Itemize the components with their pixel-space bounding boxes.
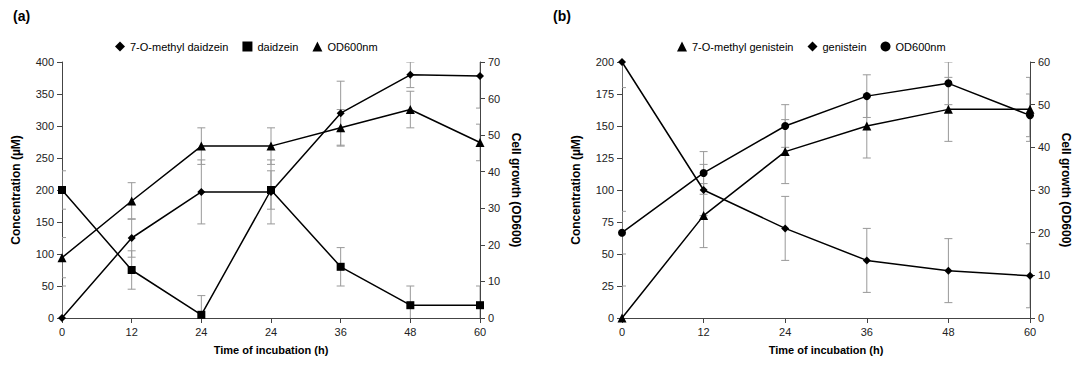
svg-text:30: 30 xyxy=(488,202,500,214)
svg-text:12: 12 xyxy=(697,326,709,338)
svg-text:300: 300 xyxy=(36,120,54,132)
svg-text:40: 40 xyxy=(488,166,500,178)
svg-text:150: 150 xyxy=(596,120,614,132)
svg-text:175: 175 xyxy=(596,88,614,100)
svg-text:60: 60 xyxy=(1038,56,1050,68)
svg-text:75: 75 xyxy=(602,216,614,228)
svg-text:24: 24 xyxy=(779,326,791,338)
svg-text:48: 48 xyxy=(942,326,954,338)
svg-text:50: 50 xyxy=(1038,99,1050,111)
svg-text:200: 200 xyxy=(596,56,614,68)
svg-text:7-O-methyl daidzein: 7-O-methyl daidzein xyxy=(130,41,228,53)
svg-text:0: 0 xyxy=(619,326,625,338)
svg-text:20: 20 xyxy=(488,239,500,251)
svg-text:48: 48 xyxy=(404,326,416,338)
svg-text:0: 0 xyxy=(488,312,494,324)
svg-text:12: 12 xyxy=(126,326,138,338)
svg-text:Cell growth (OD600): Cell growth (OD600) xyxy=(1059,133,1073,248)
svg-text:OD600nm: OD600nm xyxy=(896,41,946,53)
svg-text:genistein: genistein xyxy=(822,41,866,53)
svg-text:60: 60 xyxy=(488,93,500,105)
svg-text:70: 70 xyxy=(488,56,500,68)
svg-text:Time of incubation (h): Time of incubation (h) xyxy=(214,344,329,356)
svg-text:250: 250 xyxy=(36,152,54,164)
svg-text:350: 350 xyxy=(36,88,54,100)
svg-text:25: 25 xyxy=(602,280,614,292)
svg-text:125: 125 xyxy=(596,152,614,164)
svg-text:Time of incubation (h): Time of incubation (h) xyxy=(769,344,884,356)
svg-text:150: 150 xyxy=(36,216,54,228)
svg-text:(b): (b) xyxy=(553,8,571,24)
svg-text:Concentration (µM): Concentration (µM) xyxy=(9,135,23,245)
svg-text:daidzein: daidzein xyxy=(257,41,298,53)
svg-text:0: 0 xyxy=(608,312,614,324)
svg-text:60: 60 xyxy=(474,326,486,338)
svg-text:24: 24 xyxy=(195,326,207,338)
svg-text:50: 50 xyxy=(488,129,500,141)
svg-text:30: 30 xyxy=(1038,184,1050,196)
svg-text:10: 10 xyxy=(1038,269,1050,281)
svg-text:36: 36 xyxy=(335,326,347,338)
svg-text:(a): (a) xyxy=(13,8,30,24)
svg-text:24: 24 xyxy=(265,326,277,338)
svg-text:60: 60 xyxy=(1024,326,1036,338)
svg-text:36: 36 xyxy=(861,326,873,338)
svg-text:100: 100 xyxy=(36,248,54,260)
svg-text:0: 0 xyxy=(59,326,65,338)
svg-text:7-O-methyl genistein: 7-O-methyl genistein xyxy=(692,41,794,53)
svg-text:20: 20 xyxy=(1038,227,1050,239)
svg-text:100: 100 xyxy=(596,184,614,196)
svg-text:Cell growth (OD600): Cell growth (OD600) xyxy=(509,133,523,248)
svg-text:OD600nm: OD600nm xyxy=(327,41,377,53)
svg-text:0: 0 xyxy=(48,312,54,324)
svg-text:200: 200 xyxy=(36,184,54,196)
svg-text:400: 400 xyxy=(36,56,54,68)
svg-text:50: 50 xyxy=(602,248,614,260)
svg-text:Concentration (µM): Concentration (µM) xyxy=(569,135,583,245)
svg-text:0: 0 xyxy=(1038,312,1044,324)
svg-text:50: 50 xyxy=(42,280,54,292)
svg-text:10: 10 xyxy=(488,275,500,287)
svg-text:40: 40 xyxy=(1038,141,1050,153)
